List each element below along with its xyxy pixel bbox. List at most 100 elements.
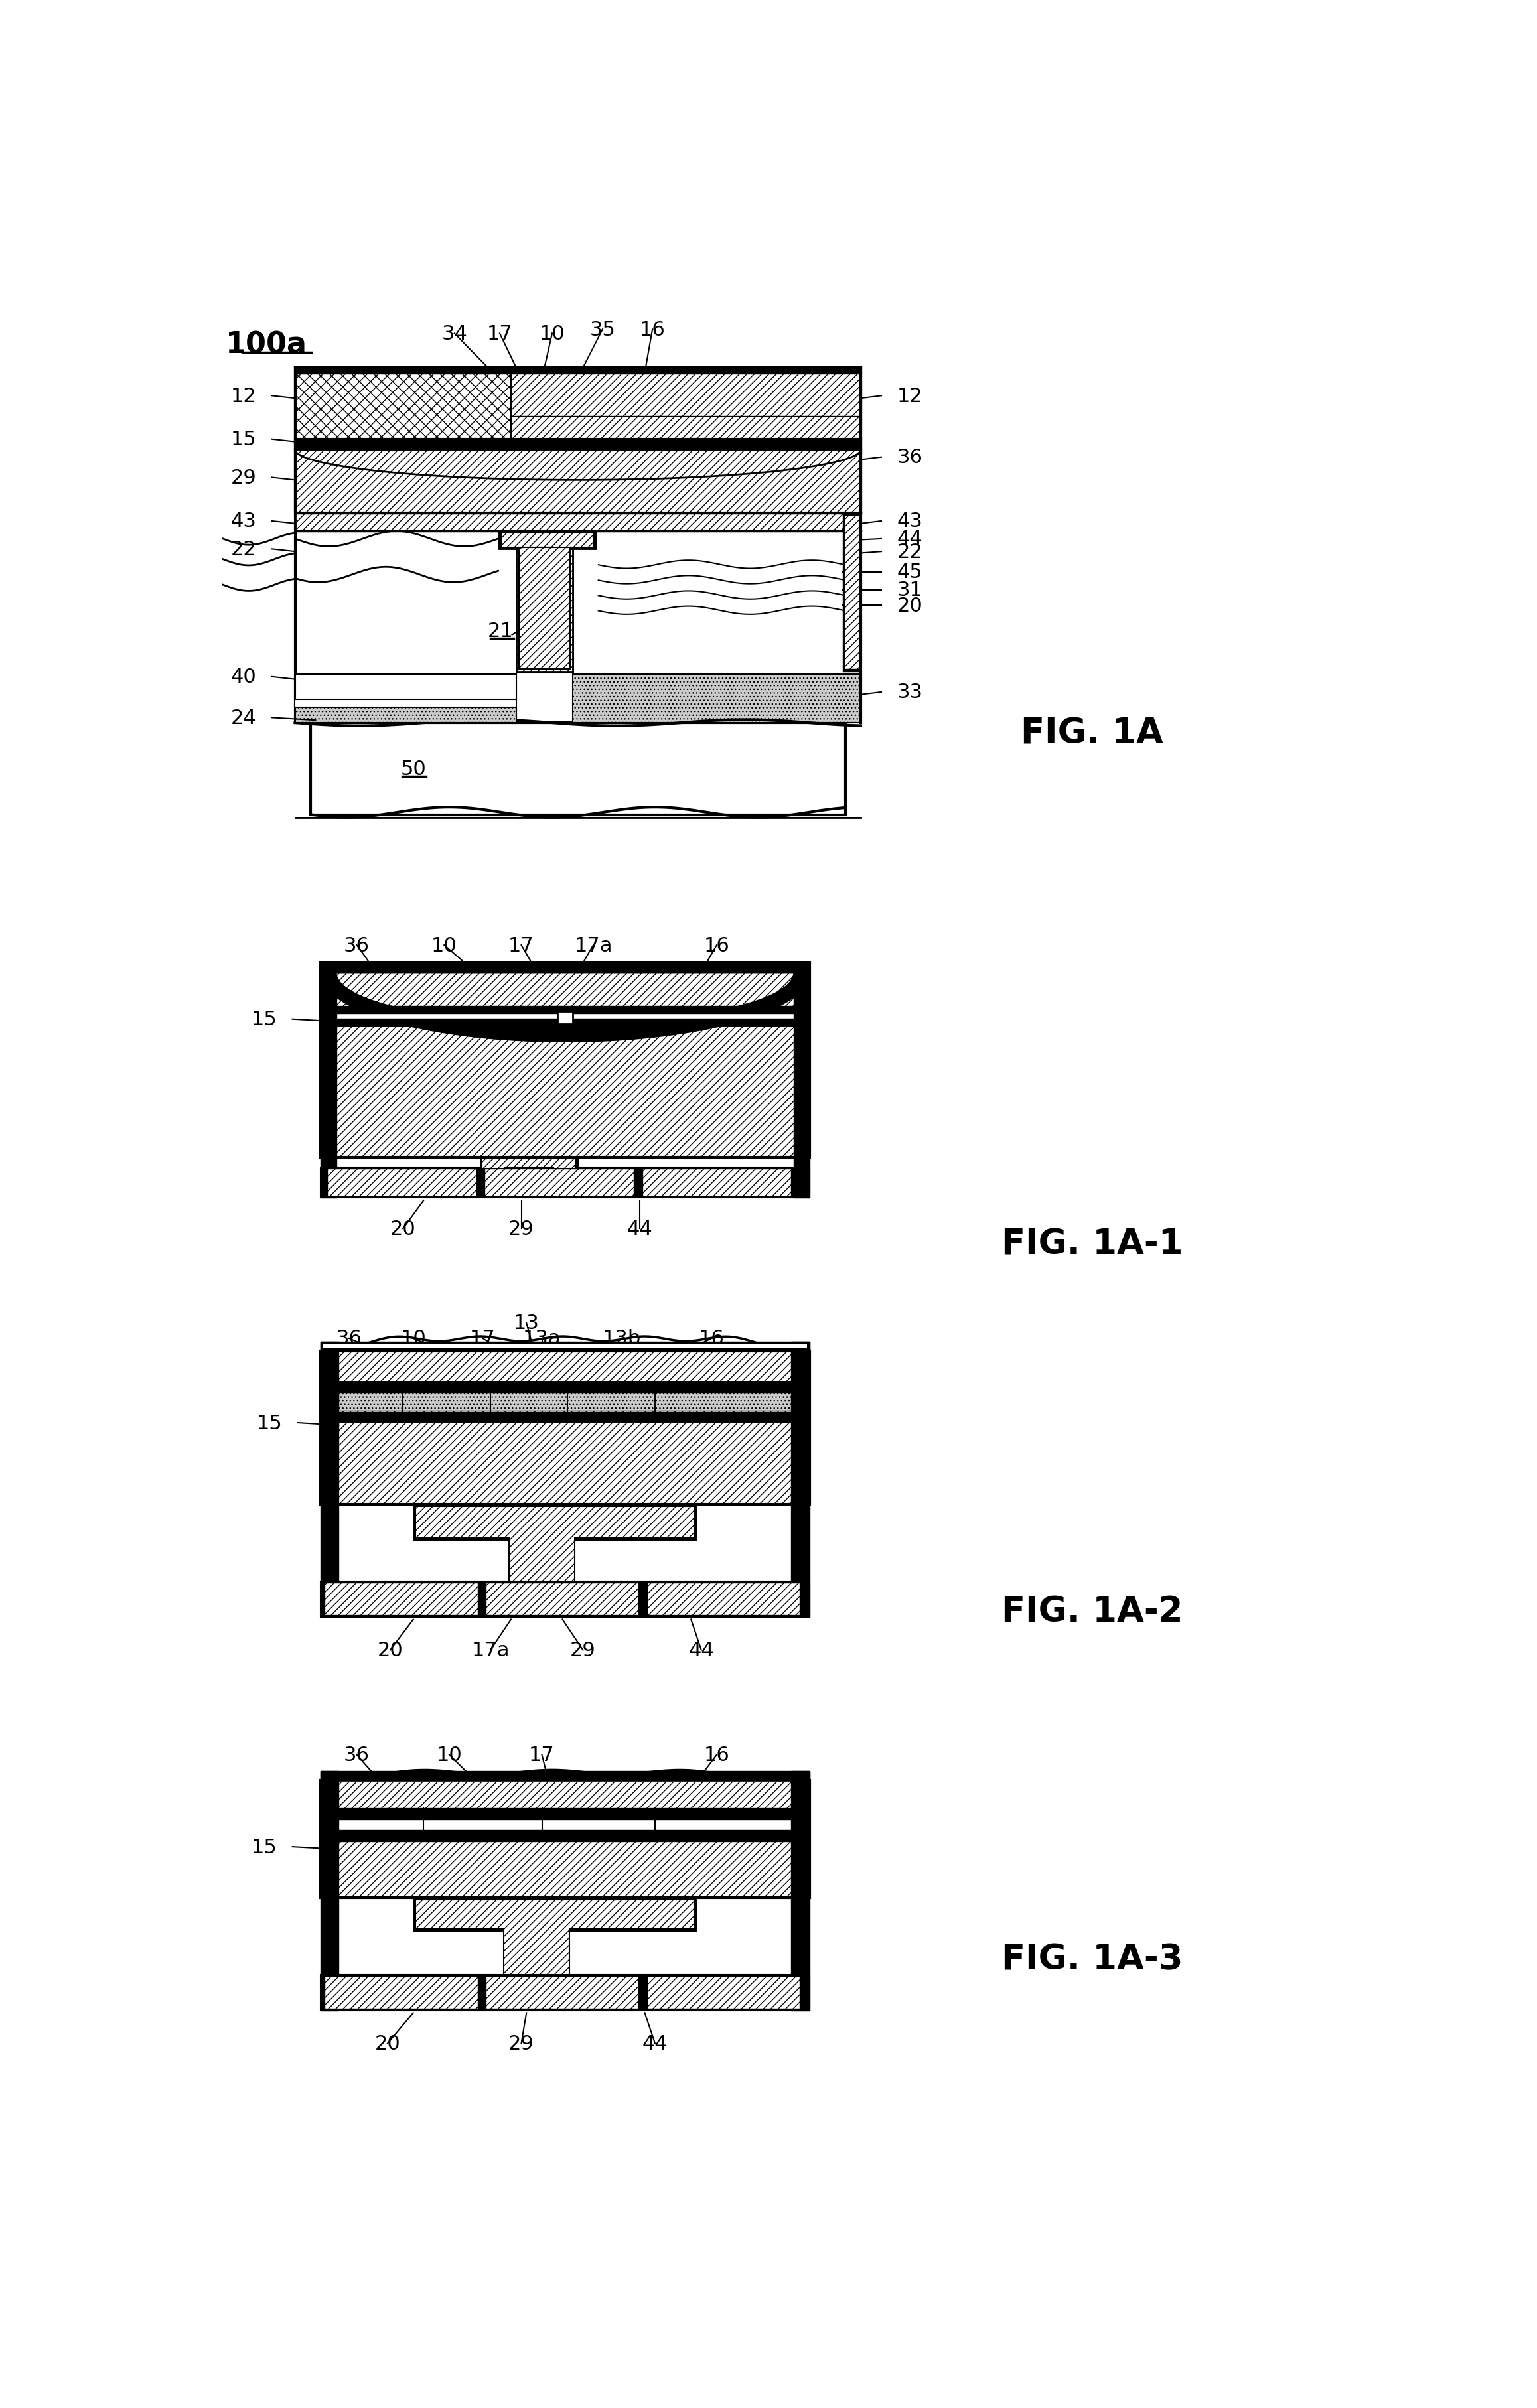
Text: 36: 36	[344, 1746, 369, 1765]
Text: 17: 17	[529, 1746, 555, 1765]
Text: FIG. 1A: FIG. 1A	[1021, 715, 1164, 751]
Bar	[321, 1780, 810, 1898]
Bar	[323, 1820, 807, 1830]
Text: 44: 44	[896, 530, 922, 549]
Bar	[498, 532, 596, 549]
Bar	[795, 963, 810, 1199]
Text: 22: 22	[231, 539, 257, 559]
Text: 17: 17	[509, 937, 535, 956]
Polygon shape	[337, 973, 795, 1023]
Text: 21: 21	[487, 621, 513, 641]
Text: 20: 20	[390, 1218, 417, 1238]
Bar	[295, 674, 516, 701]
Text: 36: 36	[896, 448, 922, 467]
Text: 17: 17	[487, 325, 512, 344]
Text: 29: 29	[509, 1218, 535, 1238]
Polygon shape	[295, 371, 495, 417]
Polygon shape	[415, 1507, 695, 1582]
Bar	[321, 1975, 810, 2011]
Bar	[295, 513, 861, 532]
Text: 35: 35	[590, 320, 615, 340]
Bar	[337, 1021, 795, 1026]
Polygon shape	[647, 1977, 799, 2008]
Bar	[321, 963, 337, 1199]
Bar	[323, 1394, 807, 1411]
Text: 33: 33	[896, 684, 922, 703]
Bar	[323, 1382, 807, 1392]
Polygon shape	[516, 549, 573, 672]
Text: FIG. 1A-2: FIG. 1A-2	[1002, 1594, 1183, 1630]
Text: 29: 29	[231, 467, 257, 486]
Text: 34: 34	[441, 325, 467, 344]
Text: FIG. 1A-3: FIG. 1A-3	[1002, 1941, 1183, 1977]
Text: 15: 15	[257, 1413, 283, 1433]
Text: 16: 16	[704, 937, 730, 956]
Polygon shape	[327, 1168, 476, 1197]
Bar	[323, 1411, 807, 1423]
Text: 16: 16	[639, 320, 666, 340]
Bar	[321, 1168, 810, 1199]
Text: 43: 43	[896, 513, 922, 532]
Text: 20: 20	[377, 1640, 403, 1659]
Bar	[310, 722, 845, 814]
Polygon shape	[324, 1582, 478, 1616]
Text: 10: 10	[432, 937, 456, 956]
Polygon shape	[844, 515, 859, 669]
Bar	[792, 1341, 810, 1618]
Text: 15: 15	[231, 431, 257, 450]
Text: 17a: 17a	[472, 1640, 509, 1659]
Bar	[337, 1014, 795, 1019]
Polygon shape	[295, 368, 861, 513]
Bar	[573, 674, 861, 722]
Bar	[323, 1830, 807, 1842]
Bar	[321, 1772, 810, 1780]
Bar	[558, 1011, 573, 1023]
Polygon shape	[642, 1168, 792, 1197]
Text: 44: 44	[627, 1218, 652, 1238]
Text: 20: 20	[896, 597, 922, 616]
Polygon shape	[501, 532, 593, 669]
Text: 36: 36	[337, 1329, 361, 1348]
Text: 17: 17	[470, 1329, 495, 1348]
Polygon shape	[484, 1168, 633, 1197]
Bar	[295, 441, 861, 448]
Text: 50: 50	[401, 759, 426, 778]
Text: 36: 36	[344, 937, 369, 956]
Bar	[321, 963, 810, 973]
Text: 100a: 100a	[226, 330, 307, 359]
Text: 15: 15	[251, 1837, 277, 1857]
Bar	[413, 1898, 696, 1931]
Bar	[337, 1007, 795, 1014]
Bar	[321, 1341, 810, 1351]
Bar	[323, 1344, 807, 1348]
Text: 17a: 17a	[575, 937, 612, 956]
Text: 16: 16	[699, 1329, 724, 1348]
Text: 43: 43	[231, 513, 257, 532]
Bar	[295, 674, 516, 708]
Polygon shape	[415, 1900, 695, 1975]
Bar	[321, 1341, 338, 1618]
Bar	[323, 1808, 807, 1818]
Bar	[321, 1582, 810, 1618]
Bar	[842, 513, 861, 672]
Polygon shape	[295, 368, 861, 390]
Text: 16: 16	[704, 1746, 730, 1765]
Text: 24: 24	[231, 708, 257, 727]
Text: FIG. 1A-1: FIG. 1A-1	[1002, 1228, 1183, 1262]
Text: 44: 44	[642, 2035, 669, 2054]
Bar	[295, 368, 861, 373]
Text: 29: 29	[509, 2035, 535, 2054]
Text: 31: 31	[896, 580, 922, 600]
Bar	[321, 1351, 810, 1505]
Text: 10: 10	[437, 1746, 463, 1765]
Bar	[321, 1772, 338, 2011]
Polygon shape	[295, 368, 510, 441]
Polygon shape	[321, 963, 810, 1043]
Text: 13b: 13b	[603, 1329, 641, 1348]
Bar	[792, 1772, 810, 2011]
Text: 10: 10	[401, 1329, 426, 1348]
Text: 13a: 13a	[523, 1329, 561, 1348]
Polygon shape	[295, 450, 861, 482]
Bar	[413, 1505, 696, 1541]
Polygon shape	[324, 1977, 478, 2008]
